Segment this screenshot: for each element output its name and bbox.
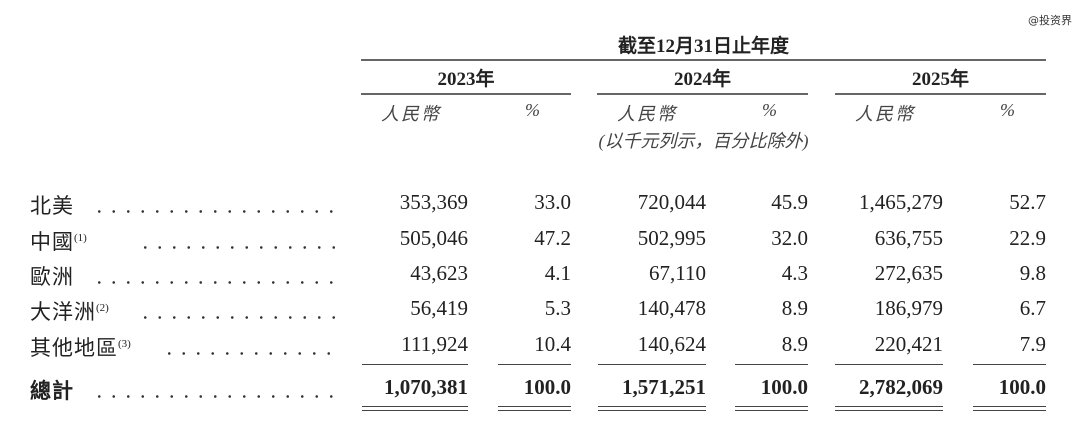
amount-cell: 56,419 xyxy=(410,296,468,320)
header-rule xyxy=(361,59,1046,61)
amount-cell: 1,465,279 xyxy=(859,190,943,214)
amount-cell: 353,369 xyxy=(399,190,468,214)
dot-leader xyxy=(138,316,340,319)
percent-cell: 6.7 xyxy=(1019,296,1046,320)
footnote-marker: (3) xyxy=(118,338,131,350)
amount-cell: 67,110 xyxy=(649,261,706,285)
subtotal-rule xyxy=(735,364,808,365)
total-double-rule xyxy=(835,406,943,407)
percent-cell: 52.7 xyxy=(1009,190,1046,214)
dot-leader xyxy=(92,395,340,398)
total-double-rule xyxy=(735,406,808,407)
currency-label: 人民幣 xyxy=(381,104,441,124)
region-name: 大洋洲 xyxy=(30,300,96,324)
percent-label: % xyxy=(525,100,540,120)
total-amount-cell: 1,571,251 xyxy=(622,375,706,399)
amount-cell: 272,635 xyxy=(874,261,943,285)
amount-cell: 720,044 xyxy=(637,190,706,214)
total-double-rule xyxy=(498,406,571,407)
total-double-rule xyxy=(362,406,468,407)
subtotal-rule xyxy=(598,364,706,365)
watermark: @投资界 xyxy=(1028,14,1072,27)
total-amount-cell: 2,782,069 xyxy=(859,375,943,399)
row-label: 歐洲 xyxy=(30,261,74,291)
percent-cell: 22.9 xyxy=(1009,226,1046,250)
year-rule xyxy=(597,93,808,95)
total-label: 總計 xyxy=(30,379,74,403)
footnote-marker: (2) xyxy=(96,302,109,314)
amount-cell: 636,755 xyxy=(874,226,943,250)
percent-label: % xyxy=(1000,100,1015,120)
row-label: 北美 xyxy=(30,190,74,220)
row-label: 中國(1) xyxy=(30,226,87,256)
currency-label: 人民幣 xyxy=(855,104,915,124)
row-label: 其他地區(3) xyxy=(30,332,131,362)
total-percent-cell: 100.0 xyxy=(998,375,1046,399)
percent-cell: 7.9 xyxy=(1019,332,1046,356)
region-name: 中國 xyxy=(30,230,74,254)
percent-cell: 33.0 xyxy=(534,190,571,214)
year-rule xyxy=(835,93,1046,95)
year-heading: 2023年 xyxy=(437,69,495,90)
percent-cell: 4.3 xyxy=(781,261,808,285)
dot-leader xyxy=(138,246,340,249)
amount-cell: 220,421 xyxy=(874,332,943,356)
dot-leader xyxy=(92,210,340,213)
total-double-rule xyxy=(735,410,808,411)
amount-cell: 505,046 xyxy=(399,226,468,250)
dot-leader xyxy=(92,281,340,284)
row-label: 大洋洲(2) xyxy=(30,296,109,326)
amount-cell: 140,478 xyxy=(637,296,706,320)
amount-cell: 111,924 xyxy=(401,332,468,356)
total-double-rule xyxy=(598,410,706,411)
region-name: 北美 xyxy=(30,194,74,218)
total-percent-cell: 100.0 xyxy=(523,375,571,399)
amount-cell: 502,995 xyxy=(637,226,706,250)
footnote-marker: (1) xyxy=(74,232,87,244)
percent-cell: 47.2 xyxy=(534,226,571,250)
unit-note: (以千元列示，百分比除外) xyxy=(598,131,809,151)
percent-cell: 8.9 xyxy=(781,332,808,356)
region-name: 其他地區 xyxy=(30,336,118,360)
percent-cell: 10.4 xyxy=(534,332,571,356)
percent-cell: 32.0 xyxy=(771,226,808,250)
year-heading: 2024年 xyxy=(673,69,731,90)
total-double-rule xyxy=(973,406,1046,407)
amount-cell: 186,979 xyxy=(874,296,943,320)
dot-leader xyxy=(162,352,340,355)
percent-cell: 8.9 xyxy=(781,296,808,320)
percent-cell: 4.1 xyxy=(544,261,571,285)
percent-cell: 45.9 xyxy=(771,190,808,214)
percent-cell: 9.8 xyxy=(1019,261,1046,285)
currency-label: 人民幣 xyxy=(617,104,677,124)
subtotal-rule xyxy=(835,364,943,365)
subtotal-rule xyxy=(498,364,571,365)
percent-label: % xyxy=(762,100,777,120)
year-heading: 2025年 xyxy=(911,69,969,90)
table-title: 截至12月31日止年度 xyxy=(617,36,789,57)
amount-cell: 43,623 xyxy=(410,261,468,285)
subtotal-rule xyxy=(362,364,468,365)
total-amount-cell: 1,070,381 xyxy=(384,375,468,399)
region-name: 歐洲 xyxy=(30,265,74,289)
total-double-rule xyxy=(362,410,468,411)
year-rule xyxy=(361,93,571,95)
percent-cell: 5.3 xyxy=(544,296,571,320)
total-double-rule xyxy=(498,410,571,411)
amount-cell: 140,624 xyxy=(637,332,706,356)
total-percent-cell: 100.0 xyxy=(760,375,808,399)
total-double-rule xyxy=(835,410,943,411)
subtotal-rule xyxy=(973,364,1046,365)
total-double-rule xyxy=(973,410,1046,411)
total-double-rule xyxy=(598,406,706,407)
